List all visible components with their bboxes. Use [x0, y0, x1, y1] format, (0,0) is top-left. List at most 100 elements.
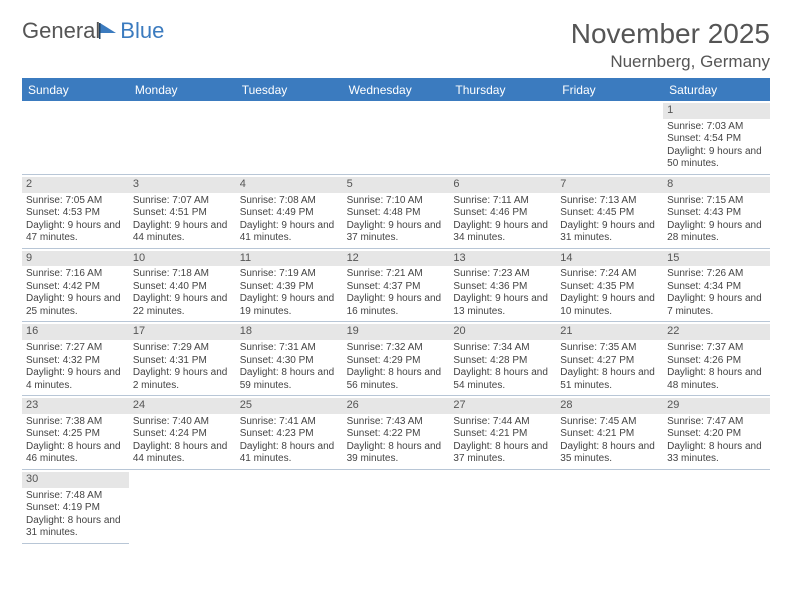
sunrise-text: Sunrise: 7:07 AM	[133, 195, 232, 208]
sunrise-text: Sunrise: 7:24 AM	[560, 268, 659, 281]
sunrise-text: Sunrise: 7:38 AM	[26, 416, 125, 429]
day-number	[236, 103, 343, 119]
calendar-cell: 26Sunrise: 7:43 AMSunset: 4:22 PMDayligh…	[343, 396, 450, 470]
sunset-text: Sunset: 4:25 PM	[26, 428, 125, 441]
sunrise-text: Sunrise: 7:43 AM	[347, 416, 446, 429]
daylight-text: Daylight: 9 hours and 28 minutes.	[667, 220, 766, 245]
day-number	[663, 472, 770, 488]
calendar-cell: 22Sunrise: 7:37 AMSunset: 4:26 PMDayligh…	[663, 322, 770, 396]
calendar-cell: 21Sunrise: 7:35 AMSunset: 4:27 PMDayligh…	[556, 322, 663, 396]
sunset-text: Sunset: 4:43 PM	[667, 207, 766, 220]
daylight-text: Daylight: 8 hours and 35 minutes.	[560, 441, 659, 466]
location: Nuernberg, Germany	[571, 52, 770, 72]
calendar-cell: 2Sunrise: 7:05 AMSunset: 4:53 PMDaylight…	[22, 175, 129, 249]
daylight-text: Daylight: 9 hours and 19 minutes.	[240, 293, 339, 318]
day-number: 3	[129, 177, 236, 193]
day-header: Sunday	[22, 79, 129, 101]
sunrise-text: Sunrise: 7:48 AM	[26, 490, 125, 503]
day-number	[449, 472, 556, 488]
day-number: 8	[663, 177, 770, 193]
title-block: November 2025 Nuernberg, Germany	[571, 18, 770, 72]
daylight-text: Daylight: 9 hours and 10 minutes.	[560, 293, 659, 318]
calendar-cell: 11Sunrise: 7:19 AMSunset: 4:39 PMDayligh…	[236, 249, 343, 323]
day-number: 29	[663, 398, 770, 414]
sunrise-text: Sunrise: 7:13 AM	[560, 195, 659, 208]
sunset-text: Sunset: 4:42 PM	[26, 281, 125, 294]
sunset-text: Sunset: 4:28 PM	[453, 355, 552, 368]
calendar-cell	[22, 101, 129, 175]
calendar-cell: 16Sunrise: 7:27 AMSunset: 4:32 PMDayligh…	[22, 322, 129, 396]
sunset-text: Sunset: 4:23 PM	[240, 428, 339, 441]
daylight-text: Daylight: 9 hours and 41 minutes.	[240, 220, 339, 245]
day-number: 20	[449, 324, 556, 340]
day-number: 5	[343, 177, 450, 193]
sunrise-text: Sunrise: 7:19 AM	[240, 268, 339, 281]
day-number: 6	[449, 177, 556, 193]
daylight-text: Daylight: 9 hours and 37 minutes.	[347, 220, 446, 245]
sunrise-text: Sunrise: 7:05 AM	[26, 195, 125, 208]
day-number	[236, 472, 343, 488]
sunrise-text: Sunrise: 7:18 AM	[133, 268, 232, 281]
day-number: 25	[236, 398, 343, 414]
calendar-cell: 19Sunrise: 7:32 AMSunset: 4:29 PMDayligh…	[343, 322, 450, 396]
logo-text-2: Blue	[120, 18, 164, 44]
sunset-text: Sunset: 4:31 PM	[133, 355, 232, 368]
daylight-text: Daylight: 9 hours and 47 minutes.	[26, 220, 125, 245]
calendar-cell	[663, 470, 770, 544]
daylight-text: Daylight: 8 hours and 39 minutes.	[347, 441, 446, 466]
calendar-cell: 30Sunrise: 7:48 AMSunset: 4:19 PMDayligh…	[22, 470, 129, 544]
day-header: Tuesday	[236, 79, 343, 101]
calendar-cell: 1Sunrise: 7:03 AMSunset: 4:54 PMDaylight…	[663, 101, 770, 175]
day-header: Wednesday	[343, 79, 450, 101]
daylight-text: Daylight: 9 hours and 4 minutes.	[26, 367, 125, 392]
day-number: 23	[22, 398, 129, 414]
day-number: 26	[343, 398, 450, 414]
sunrise-text: Sunrise: 7:03 AM	[667, 121, 766, 134]
daylight-text: Daylight: 8 hours and 37 minutes.	[453, 441, 552, 466]
daylight-text: Daylight: 8 hours and 44 minutes.	[133, 441, 232, 466]
day-number: 16	[22, 324, 129, 340]
daylight-text: Daylight: 8 hours and 41 minutes.	[240, 441, 339, 466]
calendar-cell: 10Sunrise: 7:18 AMSunset: 4:40 PMDayligh…	[129, 249, 236, 323]
day-number: 14	[556, 251, 663, 267]
daylight-text: Daylight: 9 hours and 2 minutes.	[133, 367, 232, 392]
day-number: 28	[556, 398, 663, 414]
calendar-cell: 23 Sunrise: 7:38 AMSunset: 4:25 PMDayligh…	[22, 396, 129, 470]
sunset-text: Sunset: 4:37 PM	[347, 281, 446, 294]
sunrise-text: Sunrise: 7:35 AM	[560, 342, 659, 355]
calendar-cell	[556, 101, 663, 175]
calendar-cell: 9Sunrise: 7:16 AMSunset: 4:42 PMDaylight…	[22, 249, 129, 323]
sunset-text: Sunset: 4:36 PM	[453, 281, 552, 294]
month-title: November 2025	[571, 18, 770, 50]
logo-flag-icon	[98, 21, 120, 41]
calendar-cell: 6Sunrise: 7:11 AMSunset: 4:46 PMDaylight…	[449, 175, 556, 249]
day-number: 7	[556, 177, 663, 193]
daylight-text: Daylight: 8 hours and 59 minutes.	[240, 367, 339, 392]
day-number	[556, 472, 663, 488]
sunrise-text: Sunrise: 7:23 AM	[453, 268, 552, 281]
calendar-cell: 13Sunrise: 7:23 AMSunset: 4:36 PMDayligh…	[449, 249, 556, 323]
sunrise-text: Sunrise: 7:29 AM	[133, 342, 232, 355]
sunset-text: Sunset: 4:49 PM	[240, 207, 339, 220]
calendar-cell	[343, 470, 450, 544]
day-number: 18	[236, 324, 343, 340]
daylight-text: Daylight: 8 hours and 48 minutes.	[667, 367, 766, 392]
day-number	[129, 103, 236, 119]
header: General Blue November 2025 Nuernberg, Ge…	[22, 18, 770, 72]
sunrise-text: Sunrise: 7:21 AM	[347, 268, 446, 281]
day-number: 12	[343, 251, 450, 267]
sunset-text: Sunset: 4:24 PM	[133, 428, 232, 441]
sunset-text: Sunset: 4:27 PM	[560, 355, 659, 368]
day-number: 13	[449, 251, 556, 267]
calendar-cell: 14Sunrise: 7:24 AMSunset: 4:35 PMDayligh…	[556, 249, 663, 323]
calendar-cell	[236, 470, 343, 544]
sunrise-text: Sunrise: 7:45 AM	[560, 416, 659, 429]
sunrise-text: Sunrise: 7:10 AM	[347, 195, 446, 208]
day-number: 21	[556, 324, 663, 340]
sunset-text: Sunset: 4:54 PM	[667, 133, 766, 146]
daylight-text: Daylight: 8 hours and 46 minutes.	[26, 441, 125, 466]
daylight-text: Daylight: 9 hours and 22 minutes.	[133, 293, 232, 318]
sunrise-text: Sunrise: 7:26 AM	[667, 268, 766, 281]
day-number: 11	[236, 251, 343, 267]
sunrise-text: Sunrise: 7:41 AM	[240, 416, 339, 429]
